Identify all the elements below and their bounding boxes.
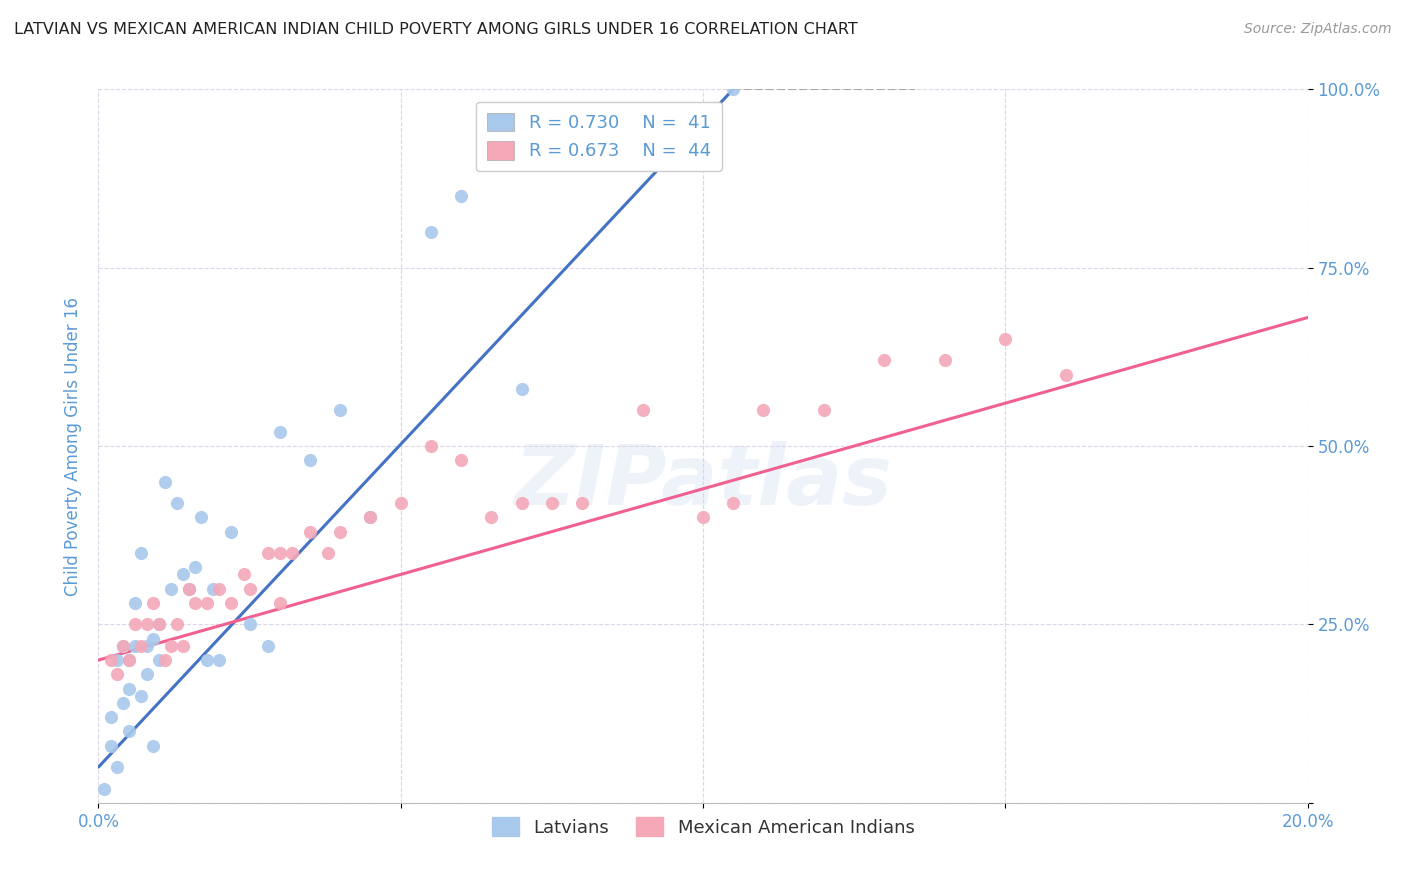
Point — [481, 510, 503, 524]
Point — [184, 596, 207, 610]
Point — [148, 617, 170, 632]
Point — [118, 653, 141, 667]
Point — [153, 475, 176, 489]
Point — [93, 781, 115, 796]
Point — [232, 567, 254, 582]
Point — [195, 596, 218, 610]
Point — [540, 496, 562, 510]
Point — [160, 582, 183, 596]
Point — [316, 546, 339, 560]
Legend: Latvians, Mexican American Indians: Latvians, Mexican American Indians — [485, 810, 921, 844]
Y-axis label: Child Poverty Among Girls Under 16: Child Poverty Among Girls Under 16 — [63, 296, 82, 596]
Point — [118, 724, 141, 739]
Point — [752, 403, 775, 417]
Point — [269, 596, 291, 610]
Point — [692, 510, 714, 524]
Point — [239, 617, 262, 632]
Text: LATVIAN VS MEXICAN AMERICAN INDIAN CHILD POVERTY AMONG GIRLS UNDER 16 CORRELATIO: LATVIAN VS MEXICAN AMERICAN INDIAN CHILD… — [14, 22, 858, 37]
Point — [299, 524, 322, 539]
Point — [179, 582, 201, 596]
Point — [100, 653, 122, 667]
Point — [299, 453, 322, 467]
Point — [129, 546, 152, 560]
Point — [105, 667, 128, 681]
Point — [208, 653, 231, 667]
Point — [142, 739, 165, 753]
Point — [118, 681, 141, 696]
Point — [510, 496, 533, 510]
Point — [105, 653, 128, 667]
Point — [135, 617, 157, 632]
Point — [142, 632, 165, 646]
Point — [281, 546, 304, 560]
Point — [135, 667, 157, 681]
Point — [873, 353, 896, 368]
Point — [184, 560, 207, 574]
Point — [221, 596, 243, 610]
Point — [124, 596, 146, 610]
Point — [172, 639, 194, 653]
Text: ZIPatlas: ZIPatlas — [515, 442, 891, 522]
Point — [100, 739, 122, 753]
Point — [153, 653, 176, 667]
Point — [190, 510, 212, 524]
Point — [450, 189, 472, 203]
Point — [100, 710, 122, 724]
Point — [129, 689, 152, 703]
Point — [360, 510, 382, 524]
Point — [269, 546, 291, 560]
Point — [813, 403, 835, 417]
Point — [129, 639, 152, 653]
Point — [166, 617, 188, 632]
Point — [179, 582, 201, 596]
Point — [118, 653, 141, 667]
Point — [389, 496, 412, 510]
Point — [329, 524, 352, 539]
Point — [256, 639, 278, 653]
Point — [239, 582, 262, 596]
Point — [105, 760, 128, 774]
Point — [994, 332, 1017, 346]
Point — [329, 403, 352, 417]
Point — [160, 639, 183, 653]
Point — [934, 353, 956, 368]
Point — [1054, 368, 1077, 382]
Point — [148, 617, 170, 632]
Point — [450, 453, 472, 467]
Point — [256, 546, 278, 560]
Point — [124, 639, 146, 653]
Point — [221, 524, 243, 539]
Point — [148, 653, 170, 667]
Text: Source: ZipAtlas.com: Source: ZipAtlas.com — [1244, 22, 1392, 37]
Point — [142, 596, 165, 610]
Point — [208, 582, 231, 596]
Point — [420, 439, 443, 453]
Point — [135, 639, 157, 653]
Point — [124, 617, 146, 632]
Point — [269, 425, 291, 439]
Point — [723, 496, 745, 510]
Point — [420, 225, 443, 239]
Point — [111, 639, 134, 653]
Point — [510, 382, 533, 396]
Point — [166, 496, 188, 510]
Point — [195, 653, 218, 667]
Point — [723, 82, 745, 96]
Point — [631, 403, 654, 417]
Point — [111, 696, 134, 710]
Point — [571, 496, 593, 510]
Point — [202, 582, 225, 596]
Point — [360, 510, 382, 524]
Point — [172, 567, 194, 582]
Point — [111, 639, 134, 653]
